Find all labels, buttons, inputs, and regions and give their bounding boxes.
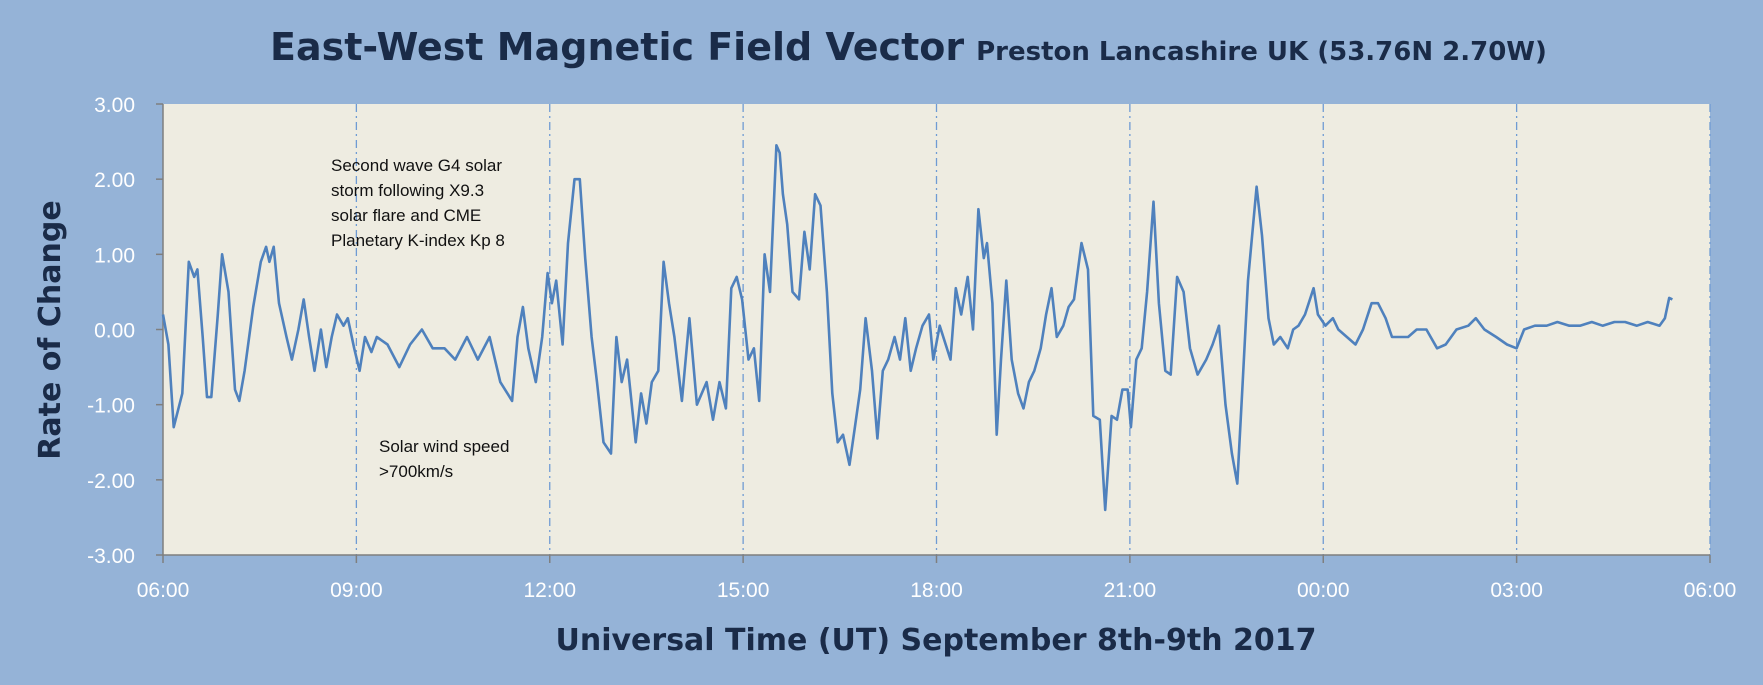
gridlines [355, 104, 1711, 555]
x-tick-label: 00:00 [1297, 579, 1350, 602]
annotation-line: storm following X9.3 [331, 181, 484, 200]
annotation-line: Second wave G4 solar [331, 156, 502, 175]
annotation-text: Solar wind speed >700km/s [379, 437, 509, 481]
x-tick-label: 21:00 [1104, 579, 1157, 602]
y-tick-label: 3.00 [94, 94, 135, 117]
x-tick-label: 03:00 [1490, 579, 1543, 602]
y-tick-label: -2.00 [87, 470, 135, 493]
x-axis-label: Universal Time (UT) September 8th-9th 20… [556, 623, 1317, 658]
y-tick-label: 2.00 [94, 169, 135, 192]
annotation-line: Solar wind speed [379, 437, 509, 456]
x-tick-label: 15:00 [717, 579, 770, 602]
series-line [161, 144, 1673, 512]
annotations: Second wave G4 solar storm following X9.3… [331, 156, 509, 481]
annotation-line: >700km/s [379, 462, 453, 481]
x-tick-label: 09:00 [330, 579, 383, 602]
y-axis-ticks: 3.00 2.00 1.00 0.00 -1.00 -2.00 -3.00 [87, 94, 163, 568]
y-tick-label: 0.00 [94, 320, 135, 343]
x-axis-ticks: 06:00 09:00 12:00 15:00 18:00 21:00 00:00 03:00… [137, 555, 1737, 602]
title-subtitle: Preston Lancashire UK (53.76N 2.70W) [976, 37, 1547, 67]
annotation-line: solar flare and CME [331, 206, 481, 225]
annotation-line: Planetary K-index Kp 8 [331, 231, 505, 250]
y-tick-label: -1.00 [87, 395, 135, 418]
annotation-text: Second wave G4 solar storm following X9.3… [331, 156, 505, 250]
y-tick-label: -3.00 [87, 545, 135, 568]
x-tick-label: 06:00 [1684, 579, 1737, 602]
x-tick-label: 18:00 [910, 579, 963, 602]
x-tick-label: 12:00 [523, 579, 576, 602]
title-main: East-West Magnetic Field Vector [270, 25, 964, 69]
chart-title: East-West Magnetic Field Vector Preston L… [270, 25, 1547, 69]
y-tick-label: 1.00 [94, 244, 135, 267]
x-tick-label: 06:00 [137, 579, 190, 602]
y-axis-label: Rate of Change [33, 200, 68, 459]
